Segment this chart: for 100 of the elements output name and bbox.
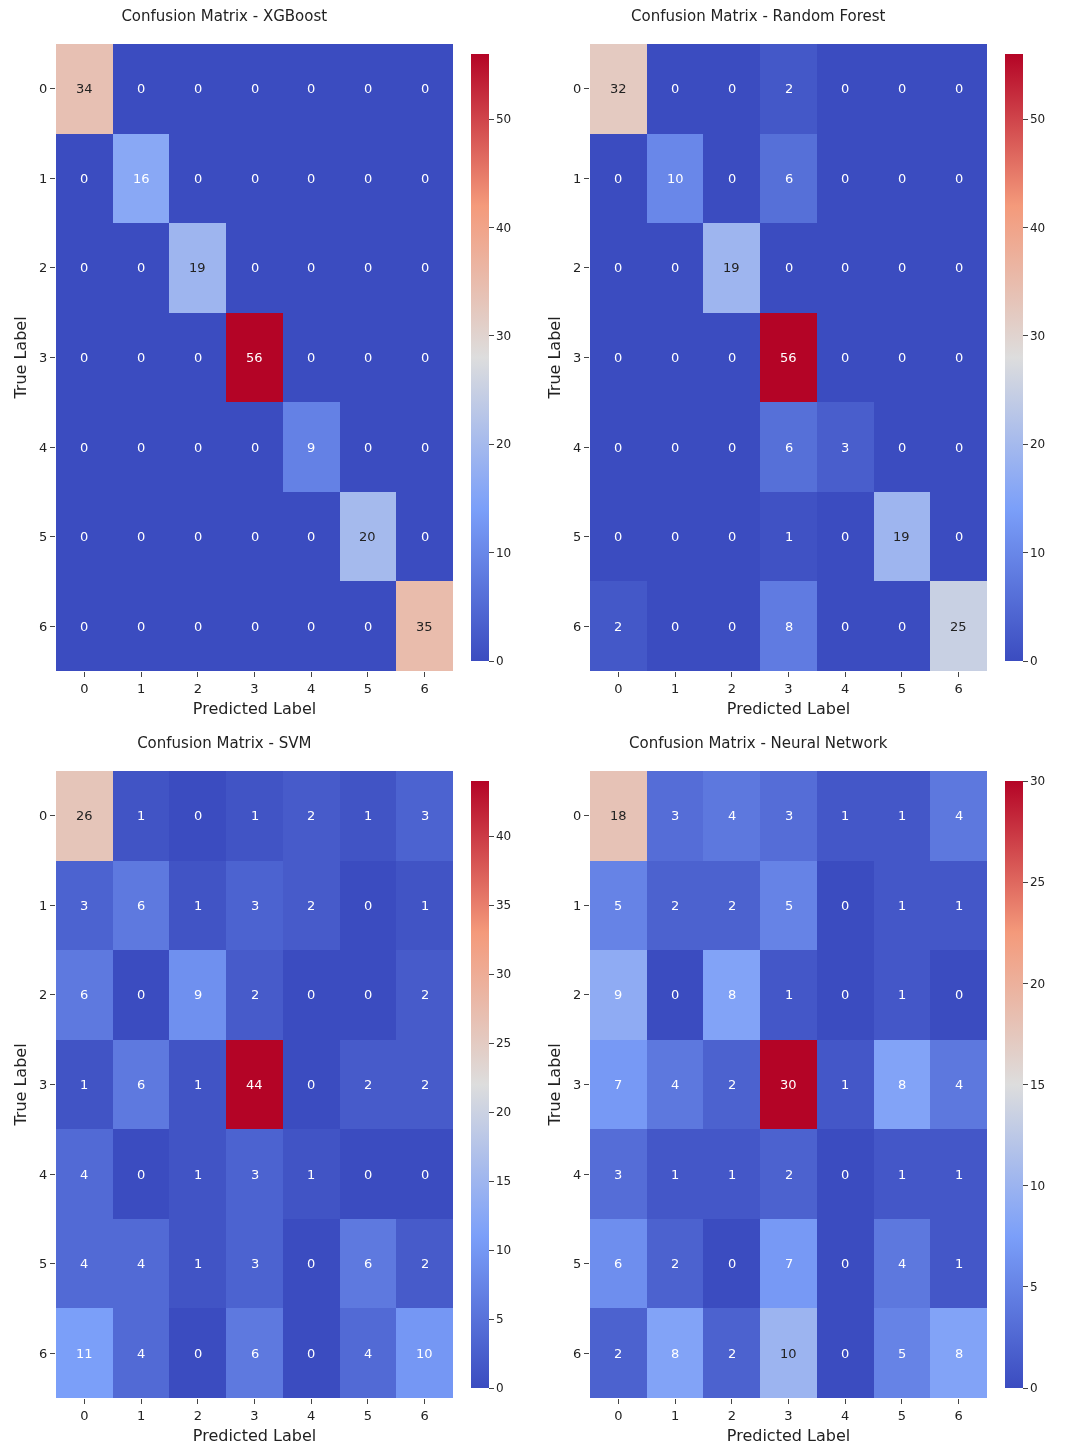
data-label: 0 xyxy=(364,1167,373,1182)
data-label: 6 xyxy=(364,1256,373,1271)
data-label: 2 xyxy=(307,898,316,913)
data-label: 0 xyxy=(307,987,316,1002)
y-tick-label: 0 xyxy=(573,808,582,824)
data-label: 0 xyxy=(421,81,430,96)
data-label: 19 xyxy=(723,260,740,275)
data-label: 34 xyxy=(76,81,93,96)
data-label: 8 xyxy=(955,1346,964,1361)
data-label: 1 xyxy=(955,898,964,913)
data-label: 0 xyxy=(841,260,850,275)
color-bar-label: 0 xyxy=(495,1381,504,1396)
data-label: 0 xyxy=(194,81,203,96)
data-label: 0 xyxy=(841,898,850,913)
data-label: 0 xyxy=(841,1256,850,1271)
data-label: 4 xyxy=(955,1077,964,1092)
data-label: 0 xyxy=(728,350,737,365)
data-label: 0 xyxy=(307,350,316,365)
data-label: 2 xyxy=(421,1256,430,1271)
data-label: 1 xyxy=(898,1167,907,1182)
chart-title: Confusion Matrix - XGBoost xyxy=(121,7,328,26)
color-bar-label: 10 xyxy=(495,1243,512,1258)
data-label: 1 xyxy=(728,1167,737,1182)
color-bar-label: 40 xyxy=(495,829,512,844)
y-tick-label: 5 xyxy=(39,529,48,545)
data-label: 0 xyxy=(307,1077,316,1092)
data-label: 18 xyxy=(610,808,627,823)
data-label: 2 xyxy=(364,1077,373,1092)
y-tick-label: 0 xyxy=(39,808,48,824)
data-label: 0 xyxy=(955,529,964,544)
y-tick-label: 2 xyxy=(573,987,582,1003)
data-label: 0 xyxy=(80,619,89,634)
data-label: 8 xyxy=(671,1346,680,1361)
color-bar-label: 30 xyxy=(495,329,512,344)
y-tick-label: 5 xyxy=(573,1256,582,1272)
data-label: 2 xyxy=(671,1256,680,1271)
x-tick-label: 2 xyxy=(727,1407,736,1423)
data-label: 0 xyxy=(671,350,680,365)
x-tick-label: 6 xyxy=(420,1407,429,1423)
x-tick-label: 1 xyxy=(136,1407,146,1423)
data-label: 0 xyxy=(421,260,430,275)
data-label: 2 xyxy=(728,898,737,913)
data-label: 0 xyxy=(364,440,373,455)
data-label: 0 xyxy=(785,260,794,275)
data-label: 1 xyxy=(194,898,203,913)
data-label: 3 xyxy=(614,1167,623,1182)
data-label: 3 xyxy=(251,898,260,913)
y-tick-label: 4 xyxy=(573,1166,582,1182)
data-label: 0 xyxy=(955,987,964,1002)
data-label: 3 xyxy=(80,898,89,913)
data-label: 0 xyxy=(841,171,850,186)
data-label: 0 xyxy=(364,81,373,96)
data-label: 0 xyxy=(728,619,737,634)
data-label: 0 xyxy=(728,529,737,544)
color-bar-label: 20 xyxy=(495,437,512,452)
data-label: 3 xyxy=(671,808,680,823)
data-label: 0 xyxy=(364,619,373,634)
chart-title: Confusion Matrix - SVM xyxy=(137,734,312,753)
data-label: 3 xyxy=(421,808,430,823)
data-label: 0 xyxy=(307,619,316,634)
data-label: 0 xyxy=(614,440,623,455)
data-label: 2 xyxy=(671,898,680,913)
data-label: 0 xyxy=(194,350,203,365)
data-label: 0 xyxy=(421,440,430,455)
data-label: 1 xyxy=(785,529,794,544)
x-axis-title: Predicted Label xyxy=(726,1426,851,1446)
data-label: 3 xyxy=(841,440,850,455)
data-label: 1 xyxy=(671,1167,680,1182)
data-label: 0 xyxy=(307,260,316,275)
data-label: 0 xyxy=(671,440,680,455)
data-label: 0 xyxy=(137,987,146,1002)
data-label: 0 xyxy=(251,440,260,455)
data-label: 0 xyxy=(137,619,146,634)
data-label: 0 xyxy=(364,350,373,365)
data-label: 44 xyxy=(246,1077,263,1092)
data-label: 0 xyxy=(421,1167,430,1182)
data-label: 7 xyxy=(614,1077,623,1092)
x-tick-label: 0 xyxy=(80,680,89,696)
data-label: 1 xyxy=(898,808,907,823)
data-label: 10 xyxy=(667,171,684,186)
x-tick-label: 6 xyxy=(420,680,429,696)
x-axis-title: Predicted Label xyxy=(726,699,851,719)
color-bar-label: 15 xyxy=(495,1174,512,1189)
data-label: 11 xyxy=(76,1346,93,1361)
data-label: 30 xyxy=(780,1077,797,1092)
data-label: 10 xyxy=(416,1346,433,1361)
data-label: 5 xyxy=(614,898,623,913)
data-label: 20 xyxy=(359,529,376,544)
data-label: 0 xyxy=(841,529,850,544)
y-tick-label: 1 xyxy=(573,897,582,913)
y-tick-label: 3 xyxy=(573,1077,582,1093)
y-tick-label: 4 xyxy=(573,439,582,455)
data-label: 0 xyxy=(421,350,430,365)
data-label: 0 xyxy=(841,619,850,634)
y-tick-label: 2 xyxy=(39,987,48,1003)
y-tick-label: 0 xyxy=(39,81,48,97)
y-tick-label: 3 xyxy=(573,350,582,366)
y-tick-label: 6 xyxy=(573,618,582,634)
color-bar-label: 10 xyxy=(1029,1178,1046,1193)
x-tick-label: 3 xyxy=(784,680,793,696)
